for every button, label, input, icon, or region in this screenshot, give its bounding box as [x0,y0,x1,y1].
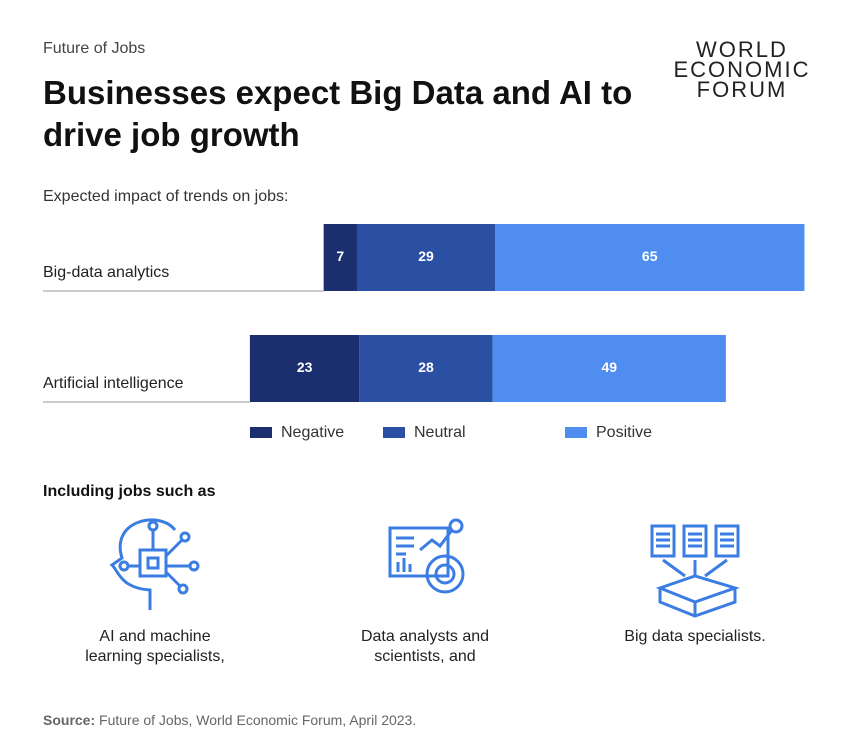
logo-line: FORUM [696,77,788,102]
category-label: Big-data analytics [43,264,169,281]
logo: WORLD ECONOMIC FORUM [672,37,812,102]
bar-segment [359,335,493,402]
bar-segment [323,224,357,291]
bar-segment [492,335,726,402]
legend-swatch [383,427,405,438]
title: Businesses expect Big Data and AI to dri… [43,74,633,153]
source-text: Future of Jobs, World Economic Forum, Ap… [99,712,417,728]
category-label: Artificial intelligence [43,375,184,392]
analytics-icon [388,518,465,594]
bar-segment [356,224,496,291]
source: Source: Future of Jobs, World Economic F… [43,712,416,728]
bar-segment [495,224,805,291]
legend-swatch [565,427,587,438]
chart: Big-data analytics 7 29 65 Artificial intell… [43,224,805,441]
job-label: AI and machine learning specialists, [85,628,225,665]
job-label: Big data specialists. [624,628,766,645]
legend-swatch [250,427,272,438]
source-label: Source: [43,712,96,728]
value-label: 29 [418,248,434,264]
legend-label: Negative [281,424,344,441]
kicker: Future of Jobs [43,40,146,57]
value-label: 49 [601,359,617,375]
logo-line: ECONOMIC [673,57,811,82]
value-label: 28 [418,359,434,375]
logo-line: WORLD [696,37,788,62]
job-label: Data analysts and scientists, and [360,628,490,665]
value-label: 7 [336,248,344,264]
jobs-heading: Including jobs such as [43,483,216,500]
bar-segment [249,335,360,402]
value-label: 65 [642,248,658,264]
legend-label: Positive [596,424,652,441]
value-label: 23 [297,359,313,375]
subtitle: Expected impact of trends on jobs: [43,188,289,205]
icons [109,518,740,618]
bigdata-icon [650,524,740,618]
ai-icon [109,518,200,610]
legend-label: Neutral [414,424,466,441]
